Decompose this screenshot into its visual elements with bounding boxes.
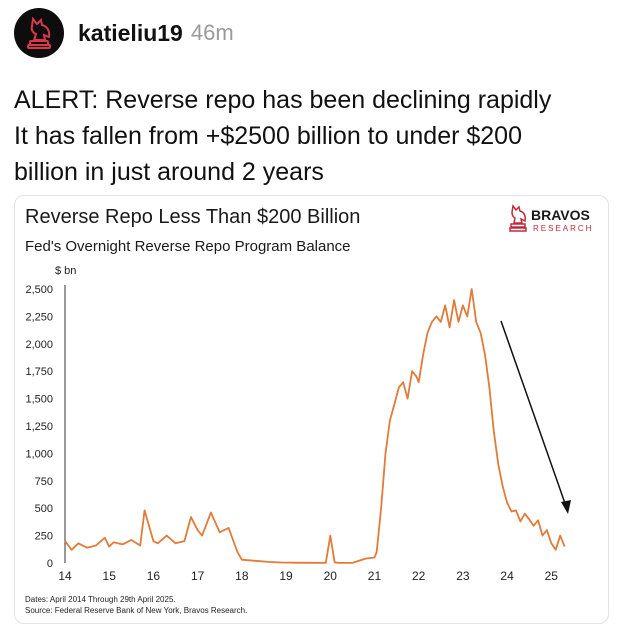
knight-logo-icon xyxy=(27,16,51,49)
x-tick-label: 20 xyxy=(324,569,338,583)
post-text-line: It has fallen from +$2500 billion to und… xyxy=(14,122,522,150)
chart-image-card[interactable]: Reverse Repo Less Than $200 Billion Fed'… xyxy=(14,195,609,624)
y-tick-label: 1,250 xyxy=(25,421,53,433)
chart: Reverse Repo Less Than $200 Billion Fed'… xyxy=(25,204,593,615)
x-tick-label: 22 xyxy=(412,569,426,583)
x-tick-label: 24 xyxy=(500,569,514,583)
chart-footnote-dates: Dates: April 2014 Through 29th April 202… xyxy=(25,595,176,604)
chart-title: Reverse Repo Less Than $200 Billion xyxy=(25,206,360,228)
y-tick-label: 1,000 xyxy=(25,448,53,460)
y-tick-label: 2,000 xyxy=(25,339,53,351)
x-tick-label: 18 xyxy=(235,569,249,583)
y-tick-label: 750 xyxy=(35,476,53,488)
username[interactable]: katieliu19 xyxy=(78,19,183,46)
post-header: katieliu19 46m xyxy=(14,8,614,58)
post-text-line: ALERT: Reverse repo has been declining r… xyxy=(14,86,552,114)
x-tick-label: 16 xyxy=(147,569,161,583)
y-tick-label: 1,500 xyxy=(25,394,53,406)
y-tick-label: 2,500 xyxy=(25,284,53,296)
y-tick-label: 2,250 xyxy=(25,311,53,323)
avatar[interactable] xyxy=(14,8,64,58)
y-tick-label: 0 xyxy=(47,558,53,570)
x-tick-label: 14 xyxy=(58,569,72,583)
x-tick-label: 15 xyxy=(103,569,117,583)
y-tick-label: 250 xyxy=(35,531,53,543)
x-tick-label: 25 xyxy=(545,569,559,583)
bravos-logo-icon xyxy=(509,204,527,232)
trend-arrow xyxy=(500,320,571,514)
x-tick-label: 19 xyxy=(279,569,293,583)
post-text: ALERT: Reverse repo has been declining r… xyxy=(14,82,614,190)
chart-subtitle: Fed's Overnight Reverse Repo Program Bal… xyxy=(25,238,351,255)
chart-footnote-source: Source: Federal Reserve Bank of New York… xyxy=(25,606,247,615)
y-axis-unit: $ bn xyxy=(55,265,76,277)
timestamp: 46m xyxy=(190,20,234,45)
post-text-line: billion in just around 2 years xyxy=(14,158,324,186)
y-tick-label: 1,750 xyxy=(25,366,53,378)
series-line xyxy=(64,288,566,564)
brand-logo: BRAVOS RESEARCH xyxy=(509,204,593,233)
brand-name: BRAVOS xyxy=(531,207,590,223)
y-tick-label: 500 xyxy=(35,503,53,515)
brand-sub: RESEARCH xyxy=(533,224,593,233)
x-tick-label: 23 xyxy=(456,569,470,583)
x-tick-label: 17 xyxy=(191,569,205,583)
x-tick-label: 21 xyxy=(368,569,382,583)
